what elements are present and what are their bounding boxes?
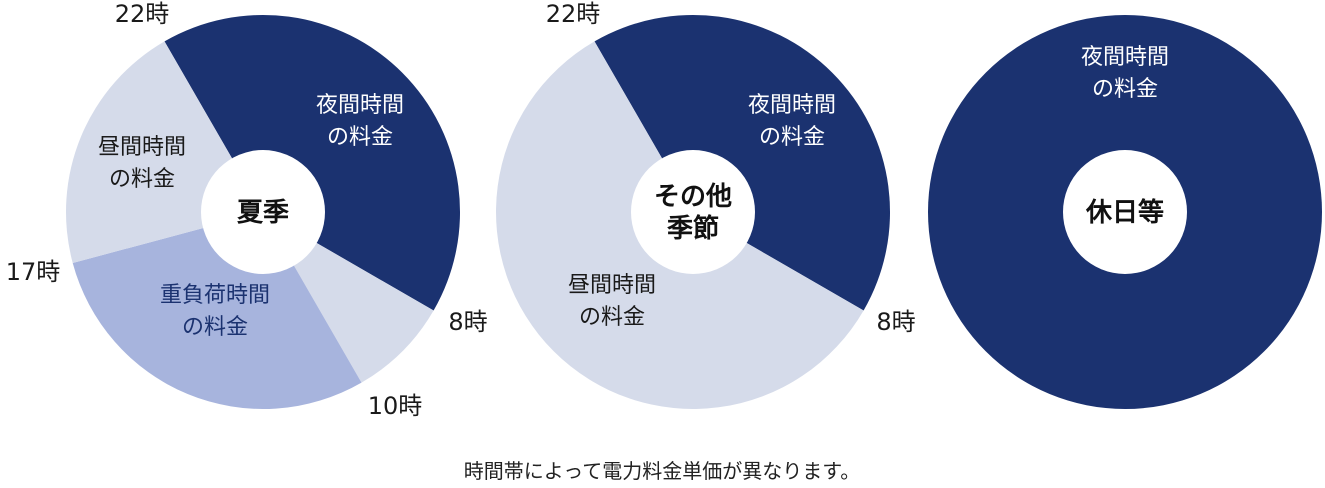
hour-tick-label: 22時 (115, 0, 170, 28)
pie-chart-3: 休日等 夜間時間の料金 (928, 15, 1322, 409)
hour-tick-label: 22時 (546, 0, 601, 28)
pie-center-hole (631, 150, 755, 274)
pie-slice-label: 夜間時間の料金 (1081, 45, 1169, 102)
pie-slice-label: 昼間時間の料金 (98, 135, 186, 192)
pie-center-label: その他季節 (654, 182, 732, 244)
pie-slice-night (164, 14, 461, 311)
chart-caption: 時間帯によって電力料金単価が異なります。 (464, 459, 860, 483)
pie-slice-label: 重負荷時間の料金 (160, 283, 270, 340)
pie-slice-night (594, 14, 891, 311)
hour-tick-label: 8時 (876, 308, 915, 336)
pie-center-hole (201, 150, 325, 274)
pie-slice-label: 夜間時間の料金 (316, 93, 404, 150)
pie-slice-label: 昼間時間の料金 (568, 273, 656, 330)
pie-center-hole (1063, 150, 1187, 274)
pie-center-label: 休日等 (1085, 197, 1164, 228)
hour-tick-label: 17時 (6, 258, 61, 286)
pie-center-label: 夏季 (237, 198, 289, 228)
hour-tick-label: 8時 (448, 308, 487, 336)
hour-tick-label: 10時 (368, 392, 423, 420)
pie-slice-label: 夜間時間の料金 (748, 93, 836, 150)
